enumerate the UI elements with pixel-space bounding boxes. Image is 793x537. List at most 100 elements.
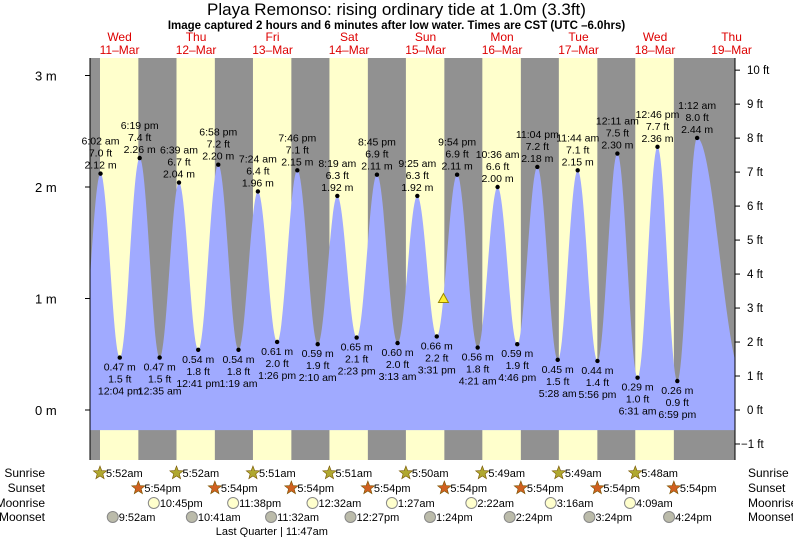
y-tick-label-ft: 0 ft [747, 405, 764, 417]
low-tide-m: 0.60 m [381, 347, 413, 359]
high-tide-time: 6:19 pm [121, 120, 159, 132]
low-tide-time: 1:19 am [220, 378, 258, 390]
moonset-time: 12:27pm [356, 512, 399, 524]
day-label-dow: Wed [107, 30, 131, 44]
high-tide-m: 2.15 m [562, 156, 594, 168]
y-tick-label-m: 1 m [35, 292, 57, 307]
y-tick-label-ft: 5 ft [747, 235, 764, 247]
high-tide-ft: 6.4 ft [246, 165, 269, 177]
low-tide-m: 0.65 m [341, 342, 373, 354]
sunrise-time: 5:48am [641, 468, 678, 480]
high-tide-point [335, 193, 340, 199]
high-tide-ft: 7.4 ft [128, 132, 151, 144]
row-label-moonrise-left: Moonrise [0, 496, 45, 510]
low-tide-ft: 1.8 ft [227, 366, 250, 378]
day-label-dow: Thu [721, 30, 742, 44]
high-tide-ft: 7.1 ft [286, 144, 309, 156]
high-tide-ft: 6.3 ft [326, 170, 349, 182]
day-label-dow: Fri [266, 30, 280, 44]
low-tide-point [434, 334, 439, 339]
high-tide-ft: 6.9 ft [445, 149, 468, 161]
sunrise-time: 5:52am [106, 468, 143, 480]
high-tide-m: 2.30 m [601, 140, 633, 152]
high-tide-point [98, 171, 103, 176]
low-tide-ft: 1.8 ft [466, 364, 489, 376]
sunset-time: 5:54pm [374, 483, 411, 495]
day-label-date: 15–Mar [405, 43, 446, 57]
low-tide-time: 2:10 am [299, 372, 337, 384]
low-tide-m: 0.61 m [261, 346, 293, 358]
moonset-icon [265, 511, 278, 523]
row-label-sunset-right: Sunset [748, 481, 786, 495]
moonset-icon [503, 511, 516, 523]
high-tide-m: 2.44 m [681, 124, 713, 136]
high-tide-m: 2.20 m [202, 151, 234, 163]
moonrise-icon [385, 497, 398, 509]
moonset-time: 3:24pm [595, 512, 632, 524]
sunrise-time: 5:52am [183, 468, 220, 480]
low-tide-point [236, 347, 241, 352]
low-tide-m: 0.29 m [622, 382, 654, 394]
sunset-icon [666, 480, 682, 495]
low-tide-time: 6:31 am [619, 406, 657, 418]
moonset-time: 1:24pm [436, 512, 473, 524]
moonset-time: 10:41am [198, 512, 241, 524]
sunset-icon [130, 480, 146, 495]
low-tide-m: 0.59 m [302, 348, 334, 360]
y-tick-label-ft: 3 ft [747, 303, 764, 315]
low-tide-point [475, 345, 480, 350]
y-tick-label-ft: −1 ft [741, 439, 765, 451]
high-tide-m: 2.00 m [482, 173, 514, 185]
high-tide-time: 11:44 am [556, 132, 599, 144]
tide-area [90, 137, 735, 431]
low-tide-point [595, 358, 600, 364]
moonset-time: 4:24pm [675, 512, 712, 524]
low-tide-point [196, 347, 201, 352]
low-tide-time: 12:35 am [138, 386, 182, 398]
low-tide-time: 5:28 am [539, 388, 577, 400]
high-tide-time: 1:12 am [678, 100, 716, 112]
low-tide-m: 0.47 m [104, 362, 136, 374]
high-tide-ft: 7.0 ft [89, 148, 112, 160]
low-tide-m: 0.54 m [222, 354, 254, 366]
high-tide-m: 2.12 m [84, 160, 116, 172]
moonrise-icon [624, 497, 637, 509]
day-label-date: 18–Mar [635, 43, 676, 57]
low-tide-ft: 1.5 ft [148, 374, 171, 386]
sunrise-icon [627, 465, 643, 480]
low-tide-ft: 1.5 ft [108, 374, 131, 386]
high-tide-point [216, 162, 221, 167]
y-tick-label-m: 2 m [35, 180, 57, 195]
high-tide-time: 9:25 am [398, 158, 436, 170]
sunrise-time: 5:51am [259, 468, 296, 480]
y-tick-label-ft: 10 ft [747, 65, 770, 77]
sunset-icon [360, 480, 376, 495]
sunset-time: 5:54pm [450, 483, 487, 495]
sunset-icon [589, 480, 605, 495]
moonset-time: 11:32am [277, 512, 319, 524]
low-tide-point [635, 375, 640, 380]
day-label-date: 11–Mar [100, 43, 140, 57]
day-label-date: 12–Mar [176, 43, 217, 57]
sunset-icon [207, 480, 223, 495]
sunrise-icon [245, 465, 261, 480]
current-tide-marker [437, 292, 450, 303]
high-tide-time: 7:46 pm [278, 132, 316, 144]
low-tide-time: 3:31 pm [418, 364, 456, 376]
high-tide-point [137, 155, 142, 161]
day-label-date: 14–Mar [329, 43, 370, 57]
high-tide-point [255, 189, 261, 194]
low-tide-m: 0.66 m [421, 340, 453, 352]
high-tide-ft: 6.9 ft [365, 149, 388, 161]
low-tide-point [555, 357, 560, 363]
row-label-moonrise-right: Moonrise [748, 496, 793, 510]
moonrise-icon [306, 497, 319, 509]
high-tide-time: 6:39 am [160, 145, 198, 157]
y-tick-label-ft: 7 ft [747, 167, 764, 179]
sunrise-icon [474, 465, 490, 480]
high-tide-point [495, 184, 500, 190]
low-tide-point [274, 339, 280, 345]
row-label-sunrise-right: Sunrise [748, 466, 789, 480]
high-tide-m: 2.11 m [361, 161, 393, 173]
